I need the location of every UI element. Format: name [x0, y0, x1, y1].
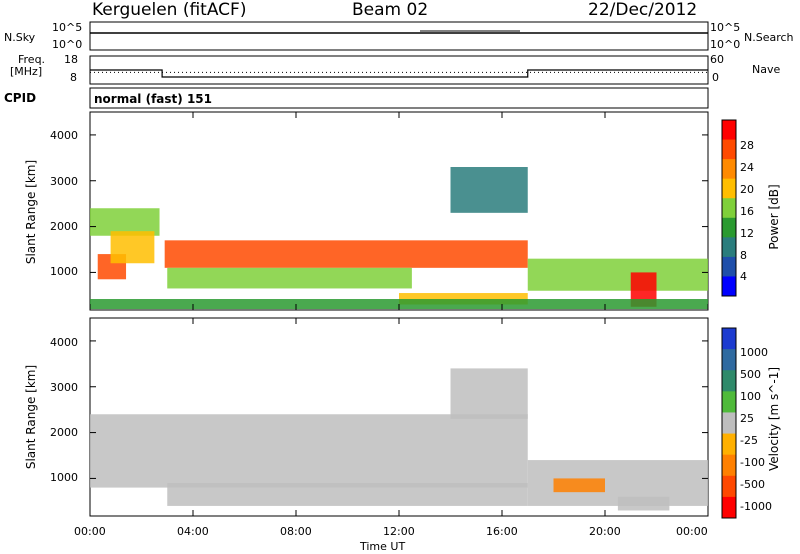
power-range-tick: 2000 [50, 220, 78, 233]
velocity-colorbar-frame [721, 327, 737, 519]
power-colorbar-swatch [722, 237, 736, 258]
velocity-range-tick: 2000 [50, 426, 78, 439]
beam-title: Beam 02 [352, 0, 429, 20]
power-scale-tick: 28 [740, 139, 754, 152]
velocity-band [90, 414, 528, 488]
velocity-range-tick: 3000 [50, 381, 78, 394]
time-tick: 12:00 [383, 525, 415, 538]
velocity-colorbar-swatch [722, 433, 736, 456]
velocity-scale-tick: 100 [740, 390, 761, 403]
freq-label-1: Freq. [18, 53, 46, 66]
freq-label-2: [MHz] [10, 65, 43, 78]
velocity-scale-tick: 25 [740, 412, 754, 425]
velocity-colorbar-swatch [722, 328, 736, 350]
power-colorbar-swatch [722, 120, 736, 141]
power-colorbar-swatch [722, 256, 736, 277]
power-colorbar-frame [721, 119, 737, 297]
velocity-range-tick: 4000 [50, 336, 78, 349]
noise-right-tick-bottom: 10^0 [710, 38, 741, 51]
freq-line [90, 69, 708, 78]
power-scale-tick: 8 [740, 249, 747, 262]
velocity-colorbar-swatch [722, 370, 736, 392]
power-range-tick: 1000 [50, 265, 78, 278]
power-range-tick: 3000 [50, 175, 78, 188]
velocity-colorbar-swatch [722, 391, 736, 413]
velocity-band [167, 483, 528, 506]
power-band [164, 240, 528, 268]
power-scale-tick: 4 [740, 270, 747, 283]
cpid-text: normal (fast) 151 [94, 92, 212, 106]
velocity-scale-tick: -100 [740, 456, 765, 469]
velocity-scale-tick: -500 [740, 478, 765, 491]
power-colorbar-swatch [722, 198, 736, 219]
power-colorbar-swatch [722, 159, 736, 180]
time-tick: 00:00 [74, 525, 106, 538]
velocity-band [553, 478, 605, 493]
power-colorbar-swatch [722, 217, 736, 238]
power-colorbar-swatch [722, 139, 736, 160]
station-title: Kerguelen (fitACF) [92, 0, 247, 20]
time-tick: 08:00 [280, 525, 312, 538]
velocity-scale-tick: -1000 [740, 500, 772, 513]
power-scale-tick: 12 [740, 227, 754, 240]
velocity-colorbar-swatch [722, 454, 736, 477]
time-axis-label: Time UT [360, 540, 406, 553]
time-tick: 20:00 [589, 525, 621, 538]
power-band [450, 167, 528, 213]
time-tick: 04:00 [177, 525, 209, 538]
nsearch-label: N.Search [744, 31, 794, 44]
time-tick: 00:00 [676, 525, 708, 538]
power-band [399, 293, 528, 305]
noise-left-tick-top: 10^5 [52, 21, 83, 34]
velocity-scale-tick: 500 [740, 368, 761, 381]
velocity-range-tick: 1000 [50, 471, 78, 484]
velocity-band [450, 368, 528, 419]
power-scale-tick: 16 [740, 205, 754, 218]
power-band [110, 231, 155, 264]
freq-left-tick-top: 18 [64, 53, 78, 66]
velocity-band [617, 496, 670, 511]
velocity-colorbar-swatch [722, 496, 736, 519]
noise-left-tick-bottom: 10^0 [52, 38, 83, 51]
cpid-panel [89, 87, 709, 109]
velocity-colorbar-swatch [722, 349, 736, 371]
noise-panel [89, 21, 709, 51]
time-tick: 16:00 [486, 525, 518, 538]
velocity-scale-tick: 1000 [740, 346, 768, 359]
freq-left-tick-bottom: 8 [70, 71, 77, 84]
power-range-tick: 4000 [50, 129, 78, 142]
velocity-scale-tick: -25 [740, 434, 758, 447]
noise-right-tick-top: 10^5 [710, 21, 741, 34]
power-colorbar-swatch [722, 276, 736, 297]
freq-right-tick-top: 60 [710, 53, 724, 66]
power-band [527, 258, 708, 291]
date-title: 22/Dec/2012 [588, 0, 698, 20]
power-band [167, 267, 412, 289]
freq-right-tick-bottom: 0 [712, 71, 719, 84]
cpid-label: CPID [4, 91, 37, 105]
power-colorbar-swatch [722, 178, 736, 199]
velocity-colorbar-swatch [722, 475, 736, 498]
nave-label: Nave [752, 63, 781, 76]
nsky-label: N.Sky [4, 31, 36, 44]
power-scale-tick: 20 [740, 183, 754, 196]
power-scale-tick: 24 [740, 161, 754, 174]
velocity-colorbar-swatch [722, 412, 736, 435]
